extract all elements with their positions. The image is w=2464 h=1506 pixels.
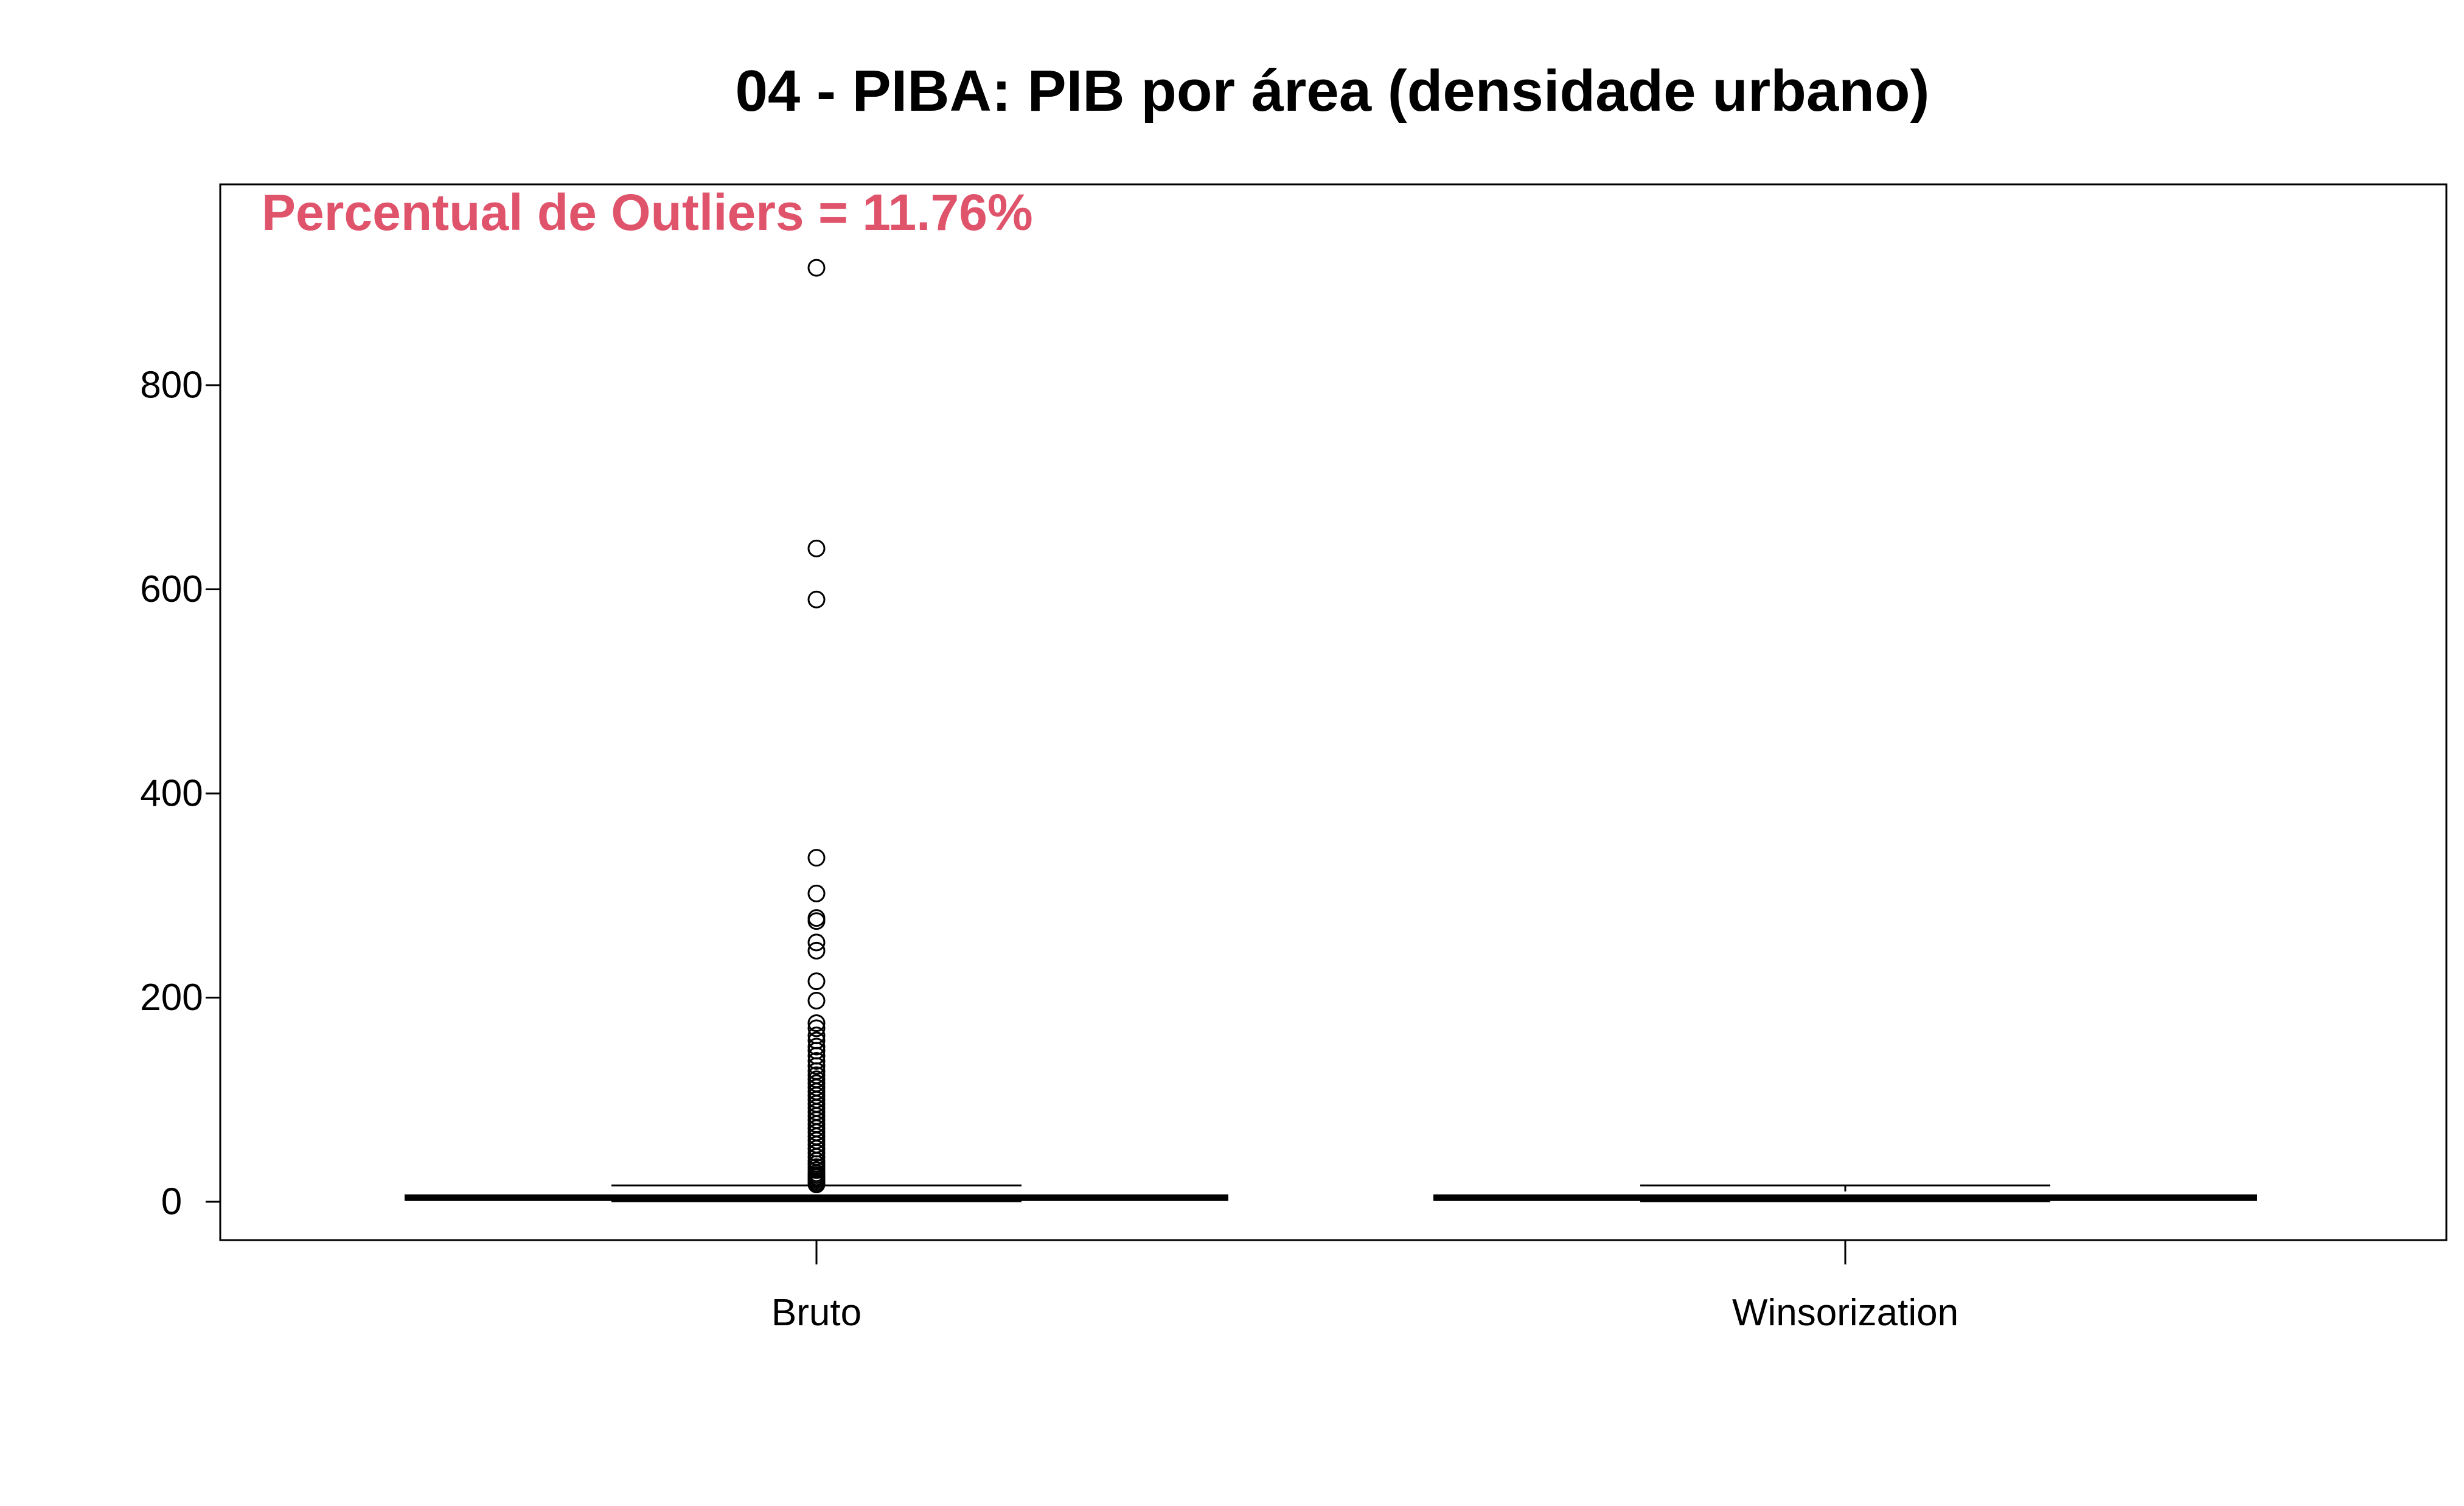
outlier-point <box>807 1057 826 1075</box>
outlier-point <box>807 933 826 952</box>
outlier-point <box>807 1019 826 1037</box>
outlier-percentage-annotation: Percentual de Outliers = 11.76% <box>262 184 1033 241</box>
box-winsorization <box>1433 1184 2257 1202</box>
outlier-point <box>807 941 826 960</box>
y-axis: 0 200 400 600 800 <box>140 364 221 1223</box>
y-tick-label: 200 <box>140 977 203 1019</box>
boxes-layer <box>405 259 2257 1202</box>
outlier-point <box>807 1014 826 1032</box>
outlier-point <box>807 1175 826 1193</box>
outlier-point <box>807 849 826 867</box>
x-axis: Bruto Winsorization <box>771 1240 1958 1334</box>
outlier-point <box>807 1052 826 1070</box>
outlier-point <box>807 539 826 557</box>
outlier-point <box>807 884 826 902</box>
y-tick-label: 0 <box>161 1181 182 1223</box>
outlier-point <box>807 590 826 608</box>
chart-title: 04 - PIBA: PIB por área (densidade urban… <box>735 58 1929 124</box>
outlier-point <box>807 1143 826 1162</box>
outlier-point <box>807 1037 826 1056</box>
outlier-point <box>807 912 826 930</box>
y-tick-label: 600 <box>140 568 203 610</box>
outlier-point <box>807 992 826 1010</box>
x-tick-label: Bruto <box>771 1292 861 1334</box>
outlier-point <box>807 972 826 991</box>
y-tick-label: 400 <box>140 773 203 815</box>
y-tick-label: 800 <box>140 364 203 406</box>
outlier-point <box>807 259 826 277</box>
x-tick-label: Winsorization <box>1732 1292 1958 1334</box>
box-bruto <box>405 259 1228 1202</box>
